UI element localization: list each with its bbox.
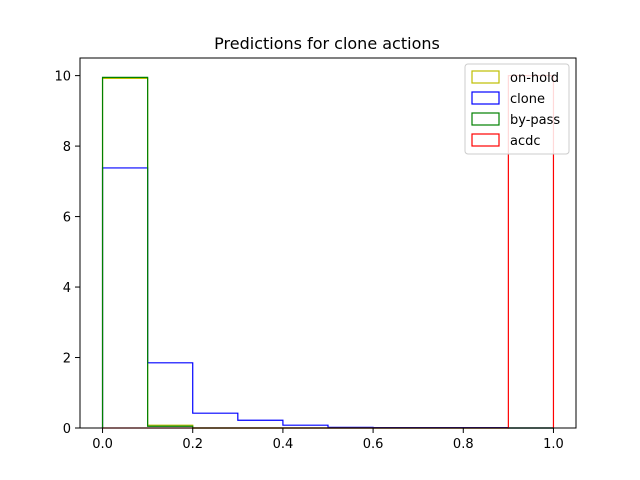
legend-label-on-hold: on-hold — [510, 71, 559, 86]
y-tick-label: 2 — [63, 352, 71, 367]
x-tick-label: 0.0 — [92, 437, 113, 452]
legend-swatch-acdc — [471, 133, 500, 147]
legend-swatch-on-hold — [471, 70, 500, 84]
legend-swatch-by-pass — [471, 112, 500, 126]
y-tick-label: 6 — [63, 211, 71, 226]
legend-label-acdc: acdc — [510, 134, 541, 149]
y-tick-label: 8 — [63, 140, 71, 155]
y-axis: 0 2 4 6 8 10 — [54, 70, 80, 437]
x-tick-label: 1.0 — [543, 437, 564, 452]
x-axis: 0.0 0.2 0.4 0.6 0.8 1.0 — [92, 428, 564, 452]
x-tick-label: 0.4 — [273, 437, 294, 452]
plot-frame — [79, 57, 577, 429]
x-tick-label: 0.8 — [453, 437, 474, 452]
y-tick-label: 4 — [63, 281, 71, 296]
legend-swatch-clone — [471, 91, 500, 105]
legend-box — [464, 63, 570, 155]
y-tick-label: 0 — [63, 422, 71, 437]
legend-label-by-pass: by-pass — [510, 113, 560, 128]
chart-title: Predictions for clone actions — [214, 34, 440, 53]
x-tick-label: 0.2 — [182, 437, 203, 452]
y-tick-label: 10 — [54, 70, 71, 85]
x-tick-label: 0.6 — [363, 437, 384, 452]
legend: on-hold clone by-pass acdc — [464, 63, 570, 155]
legend-label-clone: clone — [510, 92, 545, 107]
